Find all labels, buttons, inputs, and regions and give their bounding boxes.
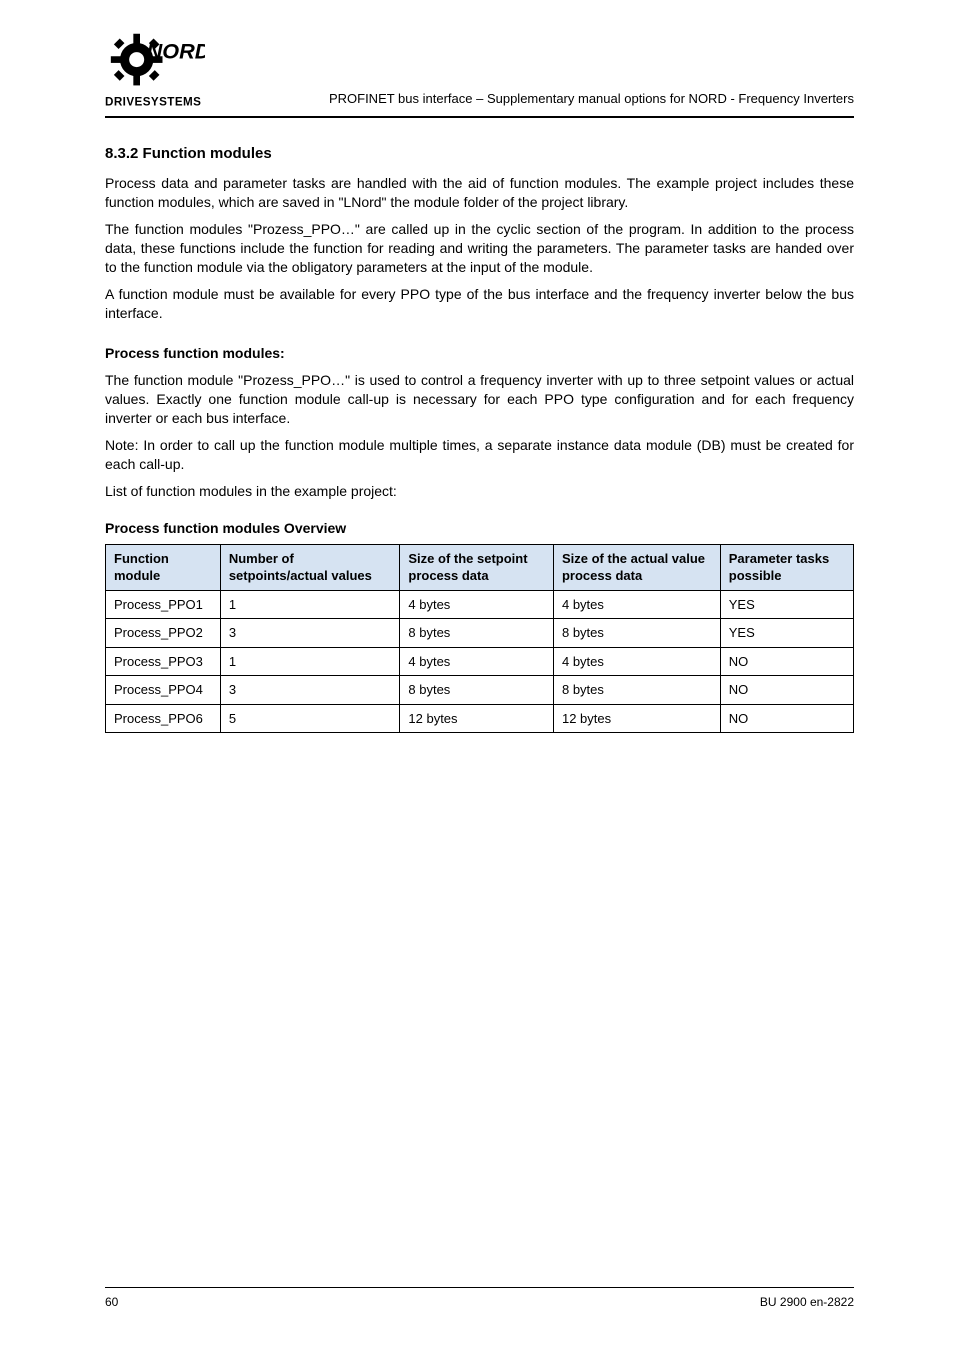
table-cell: 3 <box>220 676 400 705</box>
table-cell: Process_PPO4 <box>106 676 221 705</box>
table-row: Process_PPO6 5 12 bytes 12 bytes NO <box>106 704 854 733</box>
table-cell: Process_PPO1 <box>106 590 221 619</box>
table-header-row: Function module Number of setpoints/actu… <box>106 544 854 590</box>
ppo-overview-table: Function module Number of setpoints/actu… <box>105 544 854 734</box>
table-cell: YES <box>720 619 853 648</box>
col-setpoint-size: Size of the setpoint process data <box>400 544 554 590</box>
table-row: Process_PPO4 3 8 bytes 8 bytes NO <box>106 676 854 705</box>
table-cell: 4 bytes <box>400 647 554 676</box>
table-caption: Process function modules Overview <box>105 519 854 538</box>
svg-text:DRIVESYSTEMS: DRIVESYSTEMS <box>105 95 201 108</box>
table-cell: 8 bytes <box>400 619 554 648</box>
nord-logo: NORD DRIVESYSTEMS <box>105 30 205 110</box>
subheading-process-fm: Process function modules: <box>105 344 854 363</box>
table-cell: NO <box>720 647 853 676</box>
page-footer: 60 BU 2900 en-2822 <box>105 1287 854 1310</box>
table-cell: 1 <box>220 590 400 619</box>
body-text: Process data and parameter tasks are han… <box>105 174 854 212</box>
body-text: Note: In order to call up the function m… <box>105 436 854 474</box>
body-text: The function module "Prozess_PPO…" is us… <box>105 371 854 428</box>
table-cell: YES <box>720 590 853 619</box>
svg-text:NORD: NORD <box>147 39 205 64</box>
table-cell: 4 bytes <box>400 590 554 619</box>
page-number: 60 <box>105 1294 118 1310</box>
col-param-possible: Parameter tasks possible <box>720 544 853 590</box>
table-cell: 1 <box>220 647 400 676</box>
table-cell: Process_PPO3 <box>106 647 221 676</box>
doc-id: BU 2900 en-2822 <box>760 1294 854 1310</box>
table-cell: 12 bytes <box>400 704 554 733</box>
col-num-setpoints: Number of setpoints/actual values <box>220 544 400 590</box>
col-actual-size: Size of the actual value process data <box>553 544 720 590</box>
table-cell: 8 bytes <box>553 619 720 648</box>
body-text: A function module must be available for … <box>105 285 854 323</box>
table-cell: 8 bytes <box>553 676 720 705</box>
table-cell: Process_PPO6 <box>106 704 221 733</box>
body-text: List of function modules in the example … <box>105 482 854 501</box>
table-row: Process_PPO3 1 4 bytes 4 bytes NO <box>106 647 854 676</box>
table-cell: 8 bytes <box>400 676 554 705</box>
table-row: Process_PPO1 1 4 bytes 4 bytes YES <box>106 590 854 619</box>
table-cell: 5 <box>220 704 400 733</box>
body-text: The function modules "Prozess_PPO…" are … <box>105 220 854 277</box>
col-function-module: Function module <box>106 544 221 590</box>
header-title: PROFINET bus interface – Supplementary m… <box>329 90 854 110</box>
section-heading-832: 8.3.2 Function modules <box>105 144 854 164</box>
table-cell: 4 bytes <box>553 590 720 619</box>
table-cell: Process_PPO2 <box>106 619 221 648</box>
table-cell: 4 bytes <box>553 647 720 676</box>
table-cell: NO <box>720 676 853 705</box>
page-header: NORD DRIVESYSTEMS PROFINET bus interface… <box>105 30 854 118</box>
table-cell: 3 <box>220 619 400 648</box>
table-cell: NO <box>720 704 853 733</box>
table-cell: 12 bytes <box>553 704 720 733</box>
table-row: Process_PPO2 3 8 bytes 8 bytes YES <box>106 619 854 648</box>
